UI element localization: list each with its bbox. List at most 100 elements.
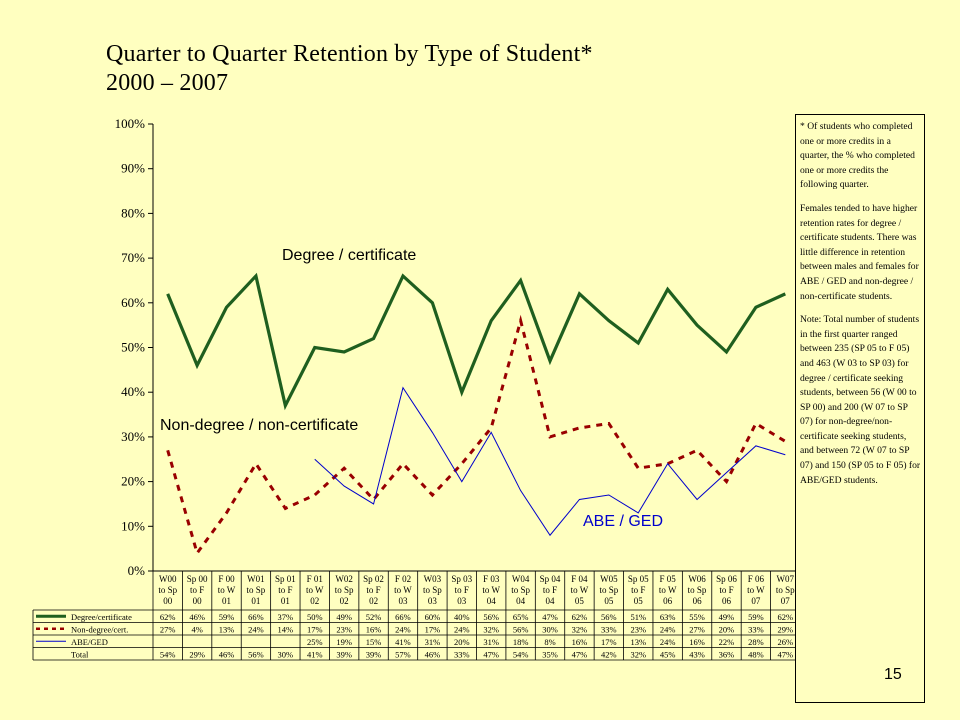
data-label: 27% bbox=[689, 624, 705, 634]
data-label: 48% bbox=[748, 649, 764, 659]
category-label: F 05 bbox=[660, 574, 677, 584]
data-label: 46% bbox=[425, 649, 441, 659]
y-tick-label: 20% bbox=[121, 474, 145, 489]
data-point bbox=[314, 494, 316, 496]
category-label: F 02 bbox=[395, 574, 411, 584]
data-point bbox=[490, 319, 492, 321]
page-number: 15 bbox=[884, 666, 902, 683]
data-label: 32% bbox=[572, 624, 588, 634]
data-label: 63% bbox=[660, 612, 676, 622]
y-tick-label: 100% bbox=[115, 116, 146, 131]
annotation-label: Degree / certificate bbox=[282, 247, 416, 264]
category-label: 05 bbox=[634, 596, 644, 606]
data-label: 24% bbox=[454, 624, 470, 634]
data-label: 39% bbox=[366, 649, 382, 659]
data-label: 33% bbox=[454, 649, 470, 659]
data-label: 30% bbox=[542, 624, 558, 634]
category-label: Sp 03 bbox=[451, 574, 472, 584]
data-label: 24% bbox=[660, 637, 676, 647]
data-label: 20% bbox=[454, 637, 470, 647]
data-point bbox=[461, 480, 463, 482]
data-label: 25% bbox=[307, 637, 323, 647]
data-point bbox=[519, 319, 521, 321]
data-point bbox=[578, 427, 580, 429]
data-point bbox=[431, 494, 433, 496]
data-point bbox=[431, 431, 433, 433]
data-label: 15% bbox=[366, 637, 382, 647]
data-label: 13% bbox=[219, 624, 235, 634]
category-label: W06 bbox=[688, 574, 706, 584]
legend-entry: Non-degree/cert. bbox=[71, 624, 128, 634]
data-point bbox=[255, 463, 257, 465]
data-label: 28% bbox=[748, 637, 764, 647]
data-point bbox=[549, 534, 551, 536]
data-point bbox=[519, 279, 521, 281]
category-label: 00 bbox=[193, 596, 203, 606]
category-label: F 03 bbox=[483, 574, 500, 584]
data-point bbox=[666, 288, 668, 290]
data-point bbox=[314, 458, 316, 460]
data-point bbox=[725, 471, 727, 473]
category-label: Sp 02 bbox=[363, 574, 384, 584]
data-label: 43% bbox=[689, 649, 705, 659]
y-tick-label: 90% bbox=[121, 161, 145, 176]
data-point bbox=[284, 404, 286, 406]
category-label: to W bbox=[306, 585, 324, 595]
category-label: 03 bbox=[398, 596, 408, 606]
category-label: W07 bbox=[777, 574, 795, 584]
data-label: 52% bbox=[366, 612, 382, 622]
data-point bbox=[372, 503, 374, 505]
data-label: 16% bbox=[572, 637, 588, 647]
category-label: to W bbox=[218, 585, 236, 595]
category-label: to W bbox=[394, 585, 412, 595]
data-label: 56% bbox=[248, 649, 264, 659]
y-tick-label: 60% bbox=[121, 295, 145, 310]
data-point bbox=[784, 454, 786, 456]
data-label: 32% bbox=[630, 649, 646, 659]
category-label: to Sp bbox=[599, 585, 618, 595]
category-label: 02 bbox=[340, 596, 349, 606]
data-label: 17% bbox=[307, 624, 323, 634]
data-label: 49% bbox=[719, 612, 735, 622]
category-label: 06 bbox=[722, 596, 732, 606]
data-point bbox=[637, 467, 639, 469]
category-label: to Sp bbox=[511, 585, 530, 595]
note-gender: Females tended to have higher retention … bbox=[800, 202, 919, 302]
data-label: 57% bbox=[395, 649, 411, 659]
data-label: 16% bbox=[689, 637, 705, 647]
data-label: 45% bbox=[660, 649, 676, 659]
data-label: 60% bbox=[425, 612, 441, 622]
data-label: 36% bbox=[719, 649, 735, 659]
data-label: 46% bbox=[189, 612, 205, 622]
data-label: 20% bbox=[719, 624, 735, 634]
data-point bbox=[343, 467, 345, 469]
data-point bbox=[755, 422, 757, 424]
note-box: * Of students who completed one or more … bbox=[795, 114, 925, 703]
category-label: Sp 06 bbox=[716, 574, 737, 584]
data-label: 51% bbox=[630, 612, 646, 622]
data-label: 62% bbox=[160, 612, 176, 622]
y-tick-label: 30% bbox=[121, 429, 145, 444]
data-point bbox=[578, 498, 580, 500]
data-label: 47% bbox=[483, 649, 499, 659]
data-label: 30% bbox=[278, 649, 294, 659]
category-label: 00 bbox=[163, 596, 173, 606]
data-label: 31% bbox=[483, 637, 499, 647]
data-point bbox=[343, 351, 345, 353]
data-label: 18% bbox=[513, 637, 529, 647]
data-point bbox=[519, 489, 521, 491]
data-label: 41% bbox=[395, 637, 411, 647]
category-label: 03 bbox=[428, 596, 438, 606]
data-point bbox=[755, 445, 757, 447]
data-point bbox=[490, 427, 492, 429]
data-point bbox=[755, 306, 757, 308]
category-label: F 01 bbox=[307, 574, 323, 584]
category-label: 01 bbox=[281, 596, 290, 606]
data-point bbox=[608, 494, 610, 496]
data-label: 39% bbox=[336, 649, 352, 659]
category-label: W01 bbox=[247, 574, 265, 584]
data-point bbox=[696, 324, 698, 326]
data-label: 46% bbox=[219, 649, 235, 659]
legend-entry: Degree/certificate bbox=[71, 612, 132, 622]
category-label: W05 bbox=[600, 574, 618, 584]
